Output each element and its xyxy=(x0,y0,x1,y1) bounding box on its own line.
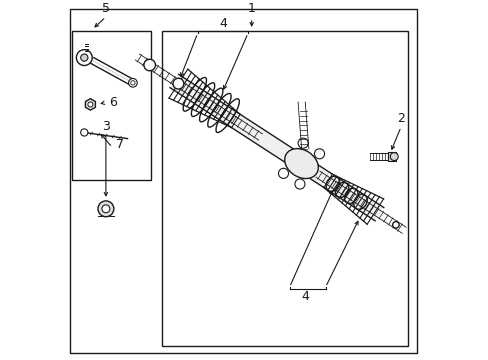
Text: 4: 4 xyxy=(219,17,226,30)
Circle shape xyxy=(81,129,88,136)
Text: 2: 2 xyxy=(396,112,404,125)
Text: 3: 3 xyxy=(102,120,110,132)
Ellipse shape xyxy=(284,149,318,179)
Circle shape xyxy=(294,179,305,189)
Circle shape xyxy=(389,153,397,161)
Polygon shape xyxy=(85,99,95,110)
Circle shape xyxy=(88,102,93,107)
Bar xyxy=(162,31,407,346)
Polygon shape xyxy=(170,75,383,221)
Circle shape xyxy=(314,149,324,159)
Circle shape xyxy=(98,201,114,217)
Circle shape xyxy=(278,168,288,179)
Text: 1: 1 xyxy=(247,3,255,15)
Circle shape xyxy=(298,138,307,148)
Text: 7: 7 xyxy=(116,138,124,150)
Circle shape xyxy=(102,205,110,213)
Circle shape xyxy=(173,78,183,89)
Text: 5: 5 xyxy=(102,3,110,15)
Circle shape xyxy=(128,78,137,87)
Circle shape xyxy=(130,81,135,85)
Text: 6: 6 xyxy=(109,96,117,109)
Bar xyxy=(72,31,151,180)
Circle shape xyxy=(76,50,92,66)
Circle shape xyxy=(392,222,398,228)
Text: 4: 4 xyxy=(301,291,309,303)
Circle shape xyxy=(81,54,88,61)
Bar xyxy=(387,152,396,161)
Circle shape xyxy=(143,59,155,71)
